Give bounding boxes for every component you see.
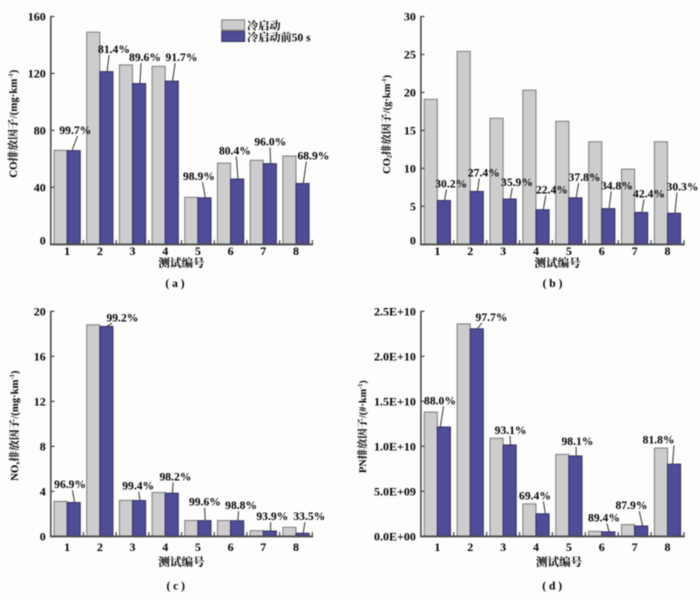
svg-text:2.0E+10: 2.0E+10 [374, 350, 416, 364]
svg-text:7: 7 [632, 244, 638, 258]
svg-text:4: 4 [40, 485, 46, 499]
svg-text:98.1%: 98.1% [561, 435, 593, 448]
svg-text:2: 2 [97, 540, 103, 554]
svg-text:81.4%: 81.4% [98, 43, 130, 56]
svg-text:120: 120 [28, 67, 46, 81]
svg-text:30.2%: 30.2% [435, 178, 467, 191]
svg-text:8: 8 [293, 540, 299, 554]
svg-text:6: 6 [228, 540, 234, 554]
svg-text:8: 8 [665, 244, 671, 258]
svg-text:3: 3 [500, 244, 506, 258]
svg-text:30: 30 [404, 10, 416, 24]
svg-text:80.4%: 80.4% [219, 144, 251, 157]
svg-text:7: 7 [632, 540, 638, 554]
svg-text:6: 6 [599, 540, 605, 554]
svg-text:8: 8 [665, 540, 671, 554]
svg-text:30.3%: 30.3% [667, 181, 699, 194]
svg-text:4: 4 [162, 540, 168, 554]
svg-text:69.4%: 69.4% [519, 490, 551, 503]
svg-text:0: 0 [40, 530, 46, 544]
svg-text:98.2%: 98.2% [159, 470, 191, 483]
svg-text:4: 4 [162, 244, 168, 258]
svg-text:( c ): ( c ) [166, 580, 185, 592]
svg-text:99.2%: 99.2% [106, 311, 138, 324]
svg-text:98.9%: 98.9% [183, 170, 215, 183]
svg-text:96.9%: 96.9% [54, 478, 86, 491]
svg-text:27.4%: 27.4% [468, 167, 500, 180]
svg-text:4: 4 [533, 540, 539, 554]
svg-text:160: 160 [28, 10, 46, 24]
svg-text:99.7%: 99.7% [59, 124, 91, 137]
svg-text:5: 5 [566, 244, 572, 258]
svg-text:87.9%: 87.9% [615, 499, 647, 512]
svg-text:2: 2 [97, 244, 103, 258]
svg-text:7: 7 [260, 244, 266, 258]
svg-text:10: 10 [404, 162, 416, 176]
svg-text:80: 80 [34, 124, 46, 138]
svg-text:3: 3 [130, 540, 136, 554]
svg-text:1: 1 [64, 244, 70, 258]
svg-text:25: 25 [404, 48, 416, 62]
svg-text:42.4%: 42.4% [633, 188, 665, 201]
svg-text:99.6%: 99.6% [189, 496, 221, 509]
svg-text:8: 8 [40, 440, 46, 454]
svg-text:98.8%: 98.8% [225, 499, 257, 512]
svg-text:34.8%: 34.8% [601, 179, 633, 192]
svg-text:40: 40 [34, 181, 46, 195]
svg-text:0: 0 [410, 233, 416, 247]
svg-text:1.5E+10: 1.5E+10 [374, 395, 416, 409]
svg-text:91.7%: 91.7% [166, 51, 198, 64]
svg-text:93.9%: 93.9% [256, 510, 288, 523]
svg-text:6: 6 [228, 244, 234, 258]
svg-text:7: 7 [260, 540, 266, 554]
svg-text:12: 12 [34, 395, 46, 409]
svg-text:93.1%: 93.1% [495, 424, 527, 437]
svg-text:( d ): ( d ) [542, 580, 562, 592]
svg-text:37.8%: 37.8% [569, 171, 601, 184]
svg-text:33.5%: 33.5% [293, 510, 325, 523]
svg-text:5.0E+09: 5.0E+09 [374, 485, 416, 499]
svg-text:2: 2 [467, 540, 473, 554]
svg-text:1.0E+10: 1.0E+10 [374, 440, 416, 454]
svg-text:5: 5 [566, 540, 572, 554]
svg-text:4: 4 [533, 244, 539, 258]
svg-text:0.0E+00: 0.0E+00 [374, 530, 416, 544]
svg-text:1: 1 [64, 540, 70, 554]
svg-text:89.6%: 89.6% [129, 51, 161, 64]
svg-text:( b ): ( b ) [543, 278, 563, 290]
svg-text:1: 1 [434, 244, 440, 258]
svg-text:2: 2 [467, 244, 473, 258]
svg-text:15: 15 [404, 124, 416, 138]
svg-text:20: 20 [34, 305, 46, 319]
svg-text:68.9%: 68.9% [297, 150, 329, 163]
svg-text:99.4%: 99.4% [122, 480, 154, 493]
svg-text:0: 0 [40, 233, 46, 247]
svg-text:6: 6 [599, 244, 605, 258]
svg-text:88.0%: 88.0% [424, 394, 456, 407]
svg-text:5: 5 [195, 540, 201, 554]
svg-text:3: 3 [130, 244, 136, 258]
svg-text:81.8%: 81.8% [643, 434, 675, 447]
svg-text:89.4%: 89.4% [588, 511, 620, 524]
svg-text:8: 8 [293, 244, 299, 258]
svg-text:3: 3 [500, 540, 506, 554]
svg-text:96.0%: 96.0% [254, 135, 286, 148]
svg-text:35.9%: 35.9% [501, 176, 533, 189]
svg-text:22.4%: 22.4% [536, 184, 568, 197]
svg-text:5: 5 [195, 244, 201, 258]
svg-text:( a ): ( a ) [165, 278, 184, 290]
svg-text:20: 20 [404, 86, 416, 100]
svg-text:97.7%: 97.7% [476, 311, 508, 324]
svg-text:5: 5 [410, 200, 416, 214]
svg-text:16: 16 [34, 350, 46, 364]
svg-text:1: 1 [434, 540, 440, 554]
svg-text:2.5E+10: 2.5E+10 [374, 305, 416, 319]
